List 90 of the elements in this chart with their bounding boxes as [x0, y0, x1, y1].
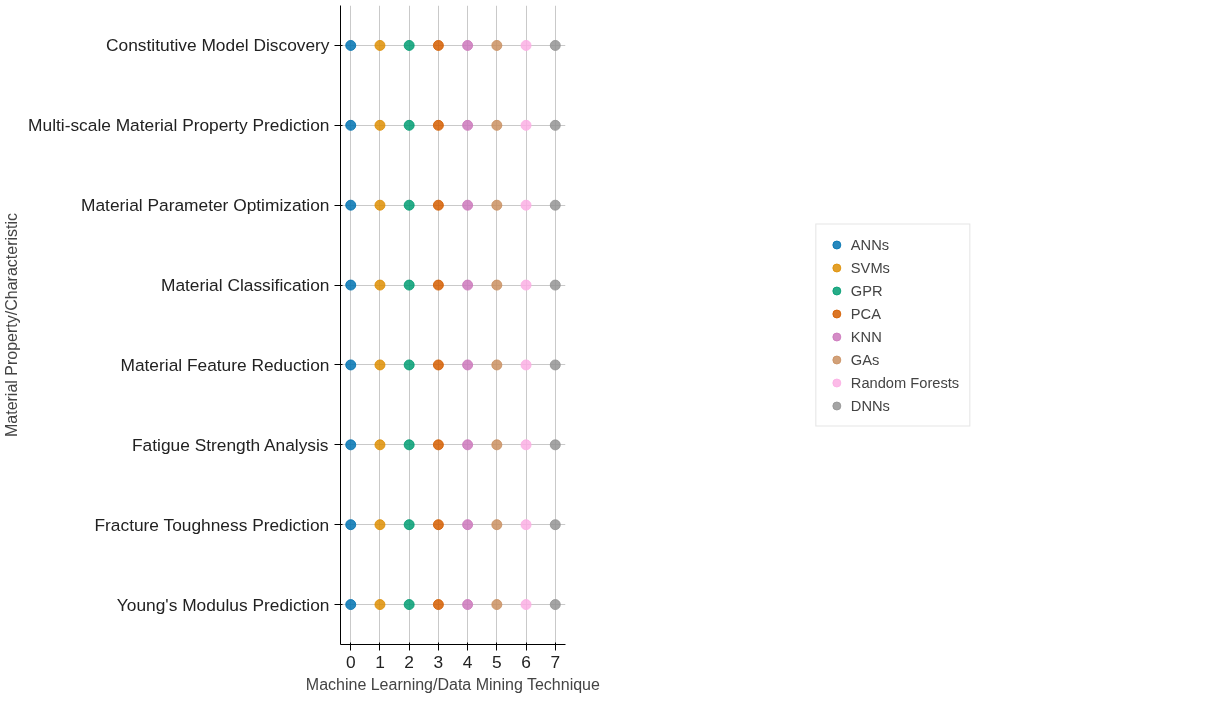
point — [491, 519, 503, 531]
x-tick-label: 0 — [345, 651, 356, 672]
point — [491, 39, 503, 51]
point — [549, 599, 561, 611]
point — [520, 199, 532, 211]
point — [432, 199, 444, 211]
legend-label: KNN — [850, 328, 882, 344]
legend-label: GPR — [850, 282, 883, 298]
point — [549, 279, 561, 291]
point — [374, 199, 386, 211]
point — [345, 519, 357, 531]
legend-label: GAs — [850, 351, 880, 367]
point — [432, 519, 444, 531]
point — [462, 199, 474, 211]
x-tick-label: 6 — [521, 651, 531, 672]
point — [520, 119, 532, 131]
point — [520, 39, 532, 51]
y-axis-title: Material Property/Characteristic — [3, 212, 21, 438]
point — [345, 599, 357, 611]
point — [345, 439, 357, 451]
y-tick-label: Fracture Toughness Prediction — [94, 514, 330, 535]
point — [549, 359, 561, 371]
x-tick-label: 5 — [492, 651, 502, 672]
x-tick-label: 7 — [550, 651, 561, 672]
point — [491, 359, 503, 371]
point — [432, 279, 444, 291]
x-tick-label: 4 — [462, 651, 473, 672]
point — [549, 119, 561, 131]
point — [462, 519, 474, 531]
y-tick-label: Multi-scale Material Property Prediction — [28, 115, 330, 136]
point — [462, 599, 474, 611]
point — [432, 359, 444, 371]
point — [491, 279, 503, 291]
point — [462, 439, 474, 451]
y-tick-label: Material Classification — [160, 275, 330, 296]
x-tick-label: 1 — [375, 651, 385, 672]
point — [403, 599, 415, 611]
y-tick-label: Material Parameter Optimization — [81, 195, 330, 216]
point — [549, 39, 561, 51]
point — [403, 439, 415, 451]
point — [374, 119, 386, 131]
point — [520, 599, 532, 611]
point — [403, 119, 415, 131]
point — [374, 519, 386, 531]
point — [345, 39, 357, 51]
point — [462, 39, 474, 51]
point — [491, 439, 503, 451]
point — [403, 39, 415, 51]
point — [549, 519, 561, 531]
point — [491, 119, 503, 131]
legend-label: ANNs — [850, 236, 890, 252]
point — [462, 279, 474, 291]
point — [432, 119, 444, 131]
x-tick-label: 3 — [433, 651, 444, 672]
point — [374, 599, 386, 611]
point — [549, 199, 561, 211]
point — [520, 439, 532, 451]
point — [549, 439, 561, 451]
point — [374, 439, 386, 451]
y-tick-label: Fatigue Strength Analysis — [132, 434, 329, 455]
legend-label: Random Forests — [850, 374, 960, 390]
legend-label: SVMs — [850, 259, 890, 275]
point — [432, 39, 444, 51]
point — [345, 119, 357, 131]
point — [520, 279, 532, 291]
y-tick-label: Material Feature Reduction — [120, 354, 330, 375]
x-axis-title: Machine Learning/Data Mining Technique — [305, 675, 601, 693]
point — [345, 279, 357, 291]
point — [491, 199, 503, 211]
x-tick-label: 2 — [404, 651, 414, 672]
legend-label: PCA — [850, 305, 881, 321]
point — [432, 439, 444, 451]
point — [345, 199, 357, 211]
point — [520, 359, 532, 371]
point — [491, 599, 503, 611]
point — [432, 599, 444, 611]
point — [403, 519, 415, 531]
point — [374, 359, 386, 371]
point — [345, 359, 357, 371]
point — [403, 359, 415, 371]
point — [403, 279, 415, 291]
point — [374, 39, 386, 51]
point — [403, 199, 415, 211]
point — [520, 519, 532, 531]
y-tick-label: Constitutive Model Discovery — [106, 35, 330, 56]
point — [374, 279, 386, 291]
y-tick-label: Young's Modulus Prediction — [116, 594, 330, 615]
legend-label: DNNs — [850, 397, 890, 413]
point — [462, 359, 474, 371]
point — [462, 119, 474, 131]
